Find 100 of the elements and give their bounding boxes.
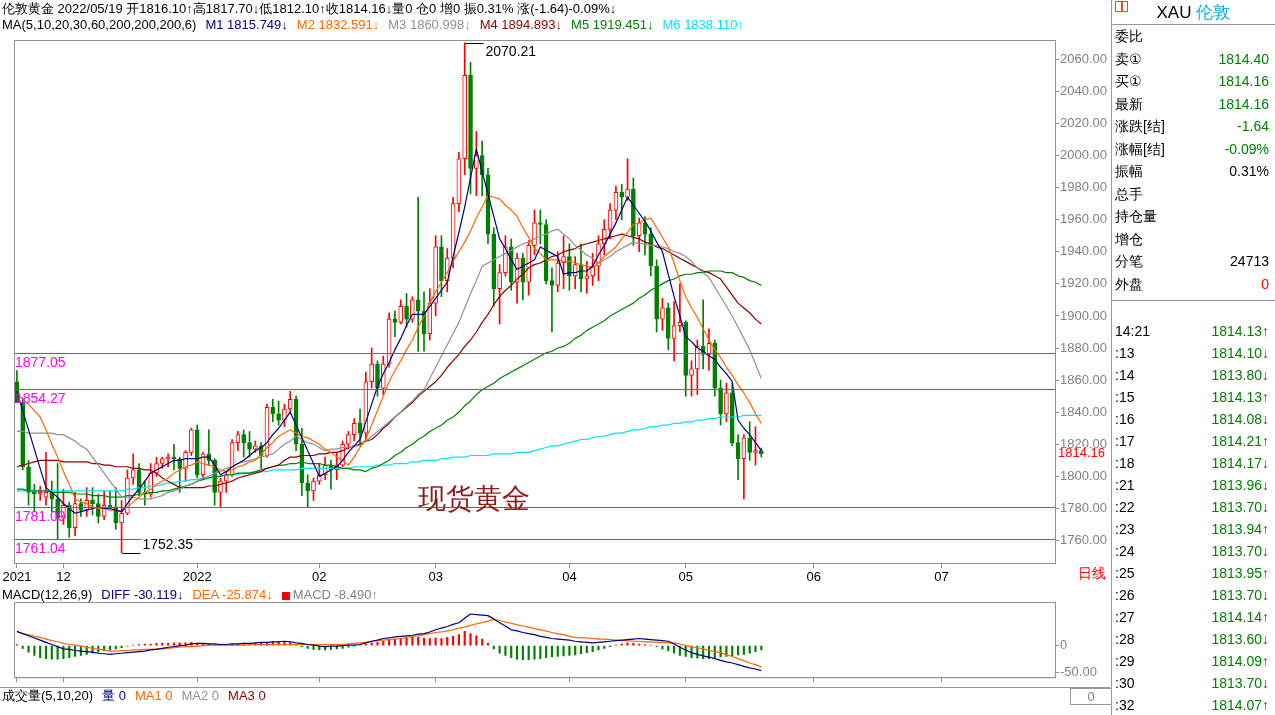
category-label: 增仓 bbox=[1115, 229, 1143, 249]
category-label: 总手 bbox=[1115, 184, 1143, 204]
category-label: 振幅 bbox=[1115, 162, 1143, 181]
text: 1814.17↓ bbox=[1211, 455, 1269, 471]
text: M6 1838.110↑ bbox=[662, 17, 744, 32]
y-tick-label: 1920.00 bbox=[1060, 275, 1107, 291]
text: 1814.16 bbox=[1218, 95, 1269, 112]
category-label: 卖① bbox=[1115, 49, 1142, 69]
category-label: :27 bbox=[1115, 608, 1135, 627]
legend-title: MA(5,10,20,30,60,200,200,200,6) bbox=[2, 17, 197, 32]
text: -0.09% bbox=[1224, 140, 1269, 157]
category-label: :26 bbox=[1115, 586, 1135, 605]
category-label: :14 bbox=[1115, 366, 1135, 385]
ref-line-label: 1877.05 bbox=[15, 354, 66, 371]
text: 1814.21↑ bbox=[1211, 433, 1269, 449]
y-tick-label: 1960.00 bbox=[1060, 211, 1107, 227]
category-label: :25 bbox=[1115, 564, 1135, 583]
category-label: :30 bbox=[1115, 674, 1135, 693]
y-tick-label: 1840.00 bbox=[1060, 403, 1107, 419]
text: 1814.09↑ bbox=[1211, 653, 1269, 669]
text: 伦敦 bbox=[1196, 3, 1231, 22]
text: 1814.13↑ bbox=[1211, 323, 1269, 339]
text: 1814.13↑ bbox=[1211, 389, 1269, 405]
text: M5 1919.451↓ bbox=[571, 17, 654, 32]
y-tick-label: -50.00 bbox=[1060, 664, 1097, 680]
chart-title: MACD(12,26,9) bbox=[2, 587, 93, 602]
category-label: 持仓量 bbox=[1115, 207, 1157, 226]
text: M4 1894.893↓ bbox=[479, 17, 563, 32]
category-label: :21 bbox=[1115, 476, 1135, 495]
y-tick-label: 1800.00 bbox=[1060, 467, 1107, 483]
y-tick-label: 1860.00 bbox=[1060, 371, 1107, 387]
text: 1813.70↓ bbox=[1211, 499, 1269, 515]
y-tick-label: 1780.00 bbox=[1060, 500, 1107, 516]
text: 1814.14↑ bbox=[1211, 609, 1269, 625]
category-label: 涨跌[结] bbox=[1115, 117, 1165, 136]
text: 1813.70↓ bbox=[1211, 543, 1269, 559]
y-tick-label: 1980.00 bbox=[1060, 179, 1107, 195]
x-tick-label: 05 bbox=[678, 569, 693, 585]
text: MA3 0 bbox=[228, 688, 266, 703]
text: 量 0 bbox=[102, 688, 126, 703]
category-label: 14:21 bbox=[1115, 322, 1151, 341]
text: MA1 0 bbox=[134, 688, 173, 703]
category-label: :16 bbox=[1115, 410, 1135, 429]
text: MA2 0 bbox=[181, 688, 220, 703]
text: 日线 bbox=[1078, 564, 1106, 581]
annotation: 现货黄金 bbox=[417, 482, 530, 514]
x-tick-label: 03 bbox=[428, 569, 443, 585]
x-tick-label: 06 bbox=[806, 569, 821, 585]
text: 1814.10↓ bbox=[1211, 345, 1269, 361]
category-label: 分笔 bbox=[1115, 252, 1143, 271]
text: 0.31% bbox=[1229, 163, 1269, 179]
category-label: :32 bbox=[1115, 696, 1135, 715]
y-tick-label: 0 bbox=[1060, 637, 1068, 653]
text: -1.64 bbox=[1237, 118, 1269, 134]
text: 成交量(5,10,20) bbox=[2, 688, 94, 703]
text: 1814.40 bbox=[1218, 50, 1269, 67]
y-tick-label: 1940.00 bbox=[1060, 243, 1107, 259]
category-label: :17 bbox=[1115, 432, 1135, 451]
text: 24713 bbox=[1230, 253, 1269, 269]
text: M1 1815.749↓ bbox=[205, 17, 288, 32]
text: M2 1832.591↓ bbox=[296, 17, 380, 32]
text: 1814.16 bbox=[1218, 73, 1269, 89]
text: M3 1860.998↓ bbox=[388, 17, 471, 32]
y-tick-label: 2020.00 bbox=[1060, 115, 1107, 130]
x-tick-label: 04 bbox=[562, 569, 577, 585]
legend-label: MACD -8.490↑ bbox=[292, 587, 378, 602]
text: DEA -25.874↓ bbox=[192, 587, 273, 602]
text: 1814.08↓ bbox=[1211, 411, 1269, 427]
category-label: :23 bbox=[1115, 520, 1135, 539]
y-tick-label: 1900.00 bbox=[1060, 307, 1107, 323]
category-label: 委比 bbox=[1115, 27, 1143, 46]
category-label: :15 bbox=[1115, 388, 1135, 407]
text: 1813.95↑ bbox=[1211, 565, 1269, 581]
annotation: 2070.21 bbox=[485, 43, 537, 60]
y-tick-label: 2000.00 bbox=[1060, 147, 1107, 163]
category-label: 涨幅[结] bbox=[1115, 139, 1165, 159]
text: 1813.60↓ bbox=[1211, 631, 1269, 647]
annotation: 1752.35 bbox=[142, 536, 194, 553]
y-tick-label: 2040.00 bbox=[1060, 82, 1107, 98]
text: DIFF -30.119↓ bbox=[101, 587, 184, 602]
text: XAU bbox=[1156, 3, 1192, 22]
category-label: :28 bbox=[1115, 630, 1135, 649]
x-tick-label: 2022 bbox=[182, 569, 212, 585]
y-tick-label: 1880.00 bbox=[1060, 339, 1107, 355]
category-label: 买① bbox=[1115, 72, 1142, 91]
text: 0 bbox=[1261, 275, 1269, 292]
text: 1813.70↓ bbox=[1211, 587, 1269, 603]
text: 1814.07↑ bbox=[1211, 697, 1269, 713]
category-label: :24 bbox=[1115, 542, 1135, 561]
x-tick-label: 02 bbox=[312, 569, 327, 585]
y-tick-label: 1760.00 bbox=[1060, 532, 1107, 548]
category-label: :18 bbox=[1115, 454, 1135, 473]
x-tick-label: 12 bbox=[56, 569, 71, 585]
x-tick-label: 07 bbox=[934, 569, 949, 585]
text: 1813.96↓ bbox=[1211, 477, 1269, 493]
category-label: :22 bbox=[1115, 498, 1135, 517]
category-label: :29 bbox=[1115, 652, 1135, 671]
y-tick-label: 2060.00 bbox=[1060, 50, 1107, 66]
category-label: 外盘 bbox=[1115, 274, 1143, 294]
chart-title: 伦敦黄金 2022/05/19 开1816.10↑高1817.70↓低1812.10↑收1814.16↓量0 仓0 增0 振0.31% 涨(-1.64)-0.09%↓ bbox=[2, 1, 617, 16]
